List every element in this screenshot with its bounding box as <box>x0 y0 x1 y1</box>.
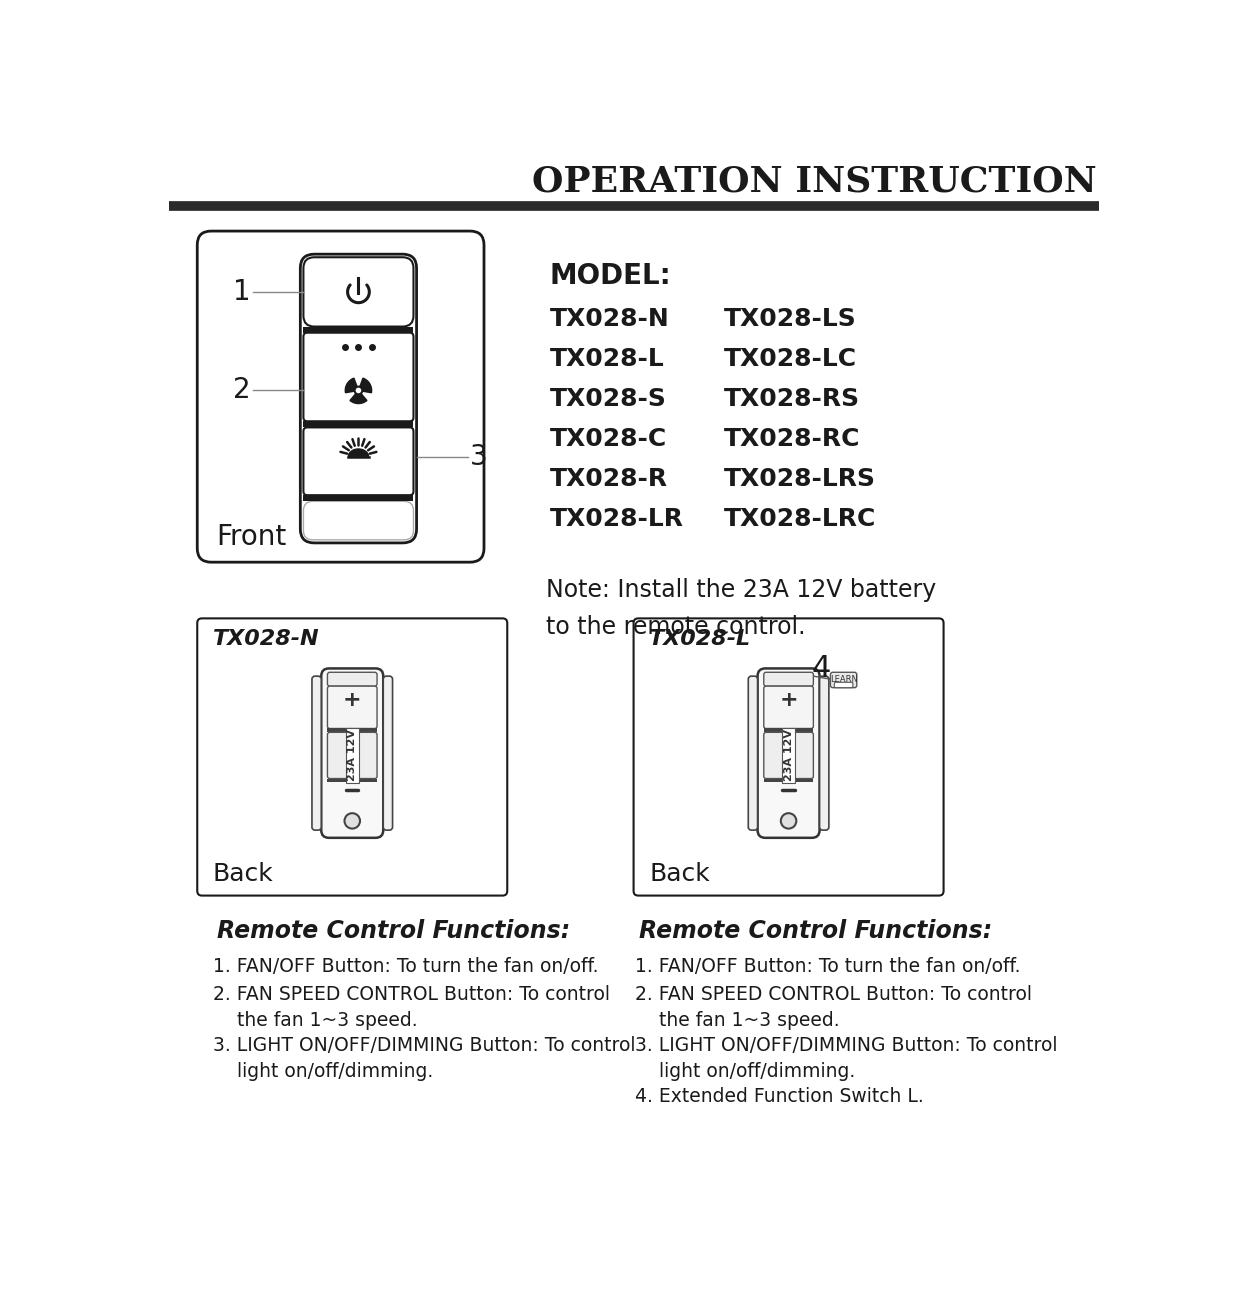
Text: 3. LIGHT ON/OFF/DIMMING Button: To control
    light on/off/dimming.: 3. LIGHT ON/OFF/DIMMING Button: To contr… <box>635 1036 1058 1082</box>
Text: LEARN: LEARN <box>830 675 857 684</box>
FancyBboxPatch shape <box>303 257 413 326</box>
FancyBboxPatch shape <box>303 501 413 540</box>
Text: 23A 12V: 23A 12V <box>348 729 357 782</box>
Polygon shape <box>350 391 367 404</box>
Text: TX028-LC: TX028-LC <box>724 346 857 371</box>
FancyBboxPatch shape <box>301 254 417 544</box>
Bar <box>303 421 413 428</box>
Text: TX028-RC: TX028-RC <box>724 426 861 450</box>
Circle shape <box>344 813 360 829</box>
Text: OPERATION INSTRUCTION: OPERATION INSTRUCTION <box>532 164 1096 197</box>
Text: Remote Control Functions:: Remote Control Functions: <box>640 919 992 942</box>
FancyBboxPatch shape <box>763 686 814 729</box>
Bar <box>328 729 377 732</box>
Text: Back: Back <box>213 862 273 887</box>
Text: TX028-RS: TX028-RS <box>724 387 861 411</box>
FancyBboxPatch shape <box>328 732 377 779</box>
Text: TX028-LRS: TX028-LRS <box>724 467 876 491</box>
Text: TX028-L: TX028-L <box>550 346 664 371</box>
Polygon shape <box>345 378 359 392</box>
Text: TX028-S: TX028-S <box>550 387 667 411</box>
FancyBboxPatch shape <box>757 669 820 838</box>
Text: TX028-LRC: TX028-LRC <box>724 507 877 530</box>
Text: 23A 12V: 23A 12V <box>783 729 794 782</box>
Bar <box>303 495 413 501</box>
Text: TX028-L: TX028-L <box>649 629 751 649</box>
Bar <box>763 779 814 783</box>
Text: +: + <box>343 690 361 711</box>
FancyBboxPatch shape <box>312 676 322 830</box>
FancyBboxPatch shape <box>748 676 757 830</box>
Text: Front: Front <box>216 522 287 550</box>
Text: 3. LIGHT ON/OFF/DIMMING Button: To control
    light on/off/dimming.: 3. LIGHT ON/OFF/DIMMING Button: To contr… <box>213 1036 636 1082</box>
Text: TX028-N: TX028-N <box>550 307 669 330</box>
FancyBboxPatch shape <box>763 672 814 686</box>
FancyBboxPatch shape <box>830 672 857 688</box>
Text: Back: Back <box>649 862 710 887</box>
FancyBboxPatch shape <box>328 672 377 686</box>
Bar <box>763 729 814 732</box>
FancyBboxPatch shape <box>328 686 377 729</box>
Polygon shape <box>349 449 369 457</box>
Text: Remote Control Functions:: Remote Control Functions: <box>216 919 570 942</box>
Text: TX028-LS: TX028-LS <box>724 307 857 330</box>
FancyBboxPatch shape <box>383 676 392 830</box>
FancyBboxPatch shape <box>633 619 944 896</box>
FancyBboxPatch shape <box>303 428 413 495</box>
Text: +: + <box>779 690 798 711</box>
Text: 2: 2 <box>234 376 251 404</box>
FancyBboxPatch shape <box>834 682 852 688</box>
FancyBboxPatch shape <box>820 676 829 830</box>
Text: 1: 1 <box>234 278 251 305</box>
Text: TX028-R: TX028-R <box>550 467 668 491</box>
Circle shape <box>781 813 797 829</box>
Text: 4. Extended Function Switch L.: 4. Extended Function Switch L. <box>635 1087 924 1105</box>
Bar <box>303 326 413 333</box>
FancyBboxPatch shape <box>197 232 484 562</box>
FancyBboxPatch shape <box>303 333 413 421</box>
FancyBboxPatch shape <box>322 669 383 838</box>
Text: 4: 4 <box>811 654 831 683</box>
Circle shape <box>355 387 362 395</box>
Text: TX028-LR: TX028-LR <box>550 507 684 530</box>
Text: Note: Install the 23A 12V battery
to the remote control.: Note: Install the 23A 12V battery to the… <box>546 578 936 638</box>
Polygon shape <box>359 378 371 392</box>
Text: 2. FAN SPEED CONTROL Button: To control
    the fan 1~3 speed.: 2. FAN SPEED CONTROL Button: To control … <box>213 984 610 1030</box>
FancyBboxPatch shape <box>197 619 507 896</box>
Text: TX028-C: TX028-C <box>550 426 667 450</box>
Text: TX028-N: TX028-N <box>213 629 319 649</box>
Bar <box>328 779 377 783</box>
FancyBboxPatch shape <box>763 732 814 779</box>
Text: 3: 3 <box>470 442 487 471</box>
Text: 1. FAN/OFF Button: To turn the fan on/off.: 1. FAN/OFF Button: To turn the fan on/of… <box>213 957 599 976</box>
Text: MODEL:: MODEL: <box>550 262 672 290</box>
Text: 2. FAN SPEED CONTROL Button: To control
    the fan 1~3 speed.: 2. FAN SPEED CONTROL Button: To control … <box>635 984 1032 1030</box>
Text: 1. FAN/OFF Button: To turn the fan on/off.: 1. FAN/OFF Button: To turn the fan on/of… <box>635 957 1021 976</box>
